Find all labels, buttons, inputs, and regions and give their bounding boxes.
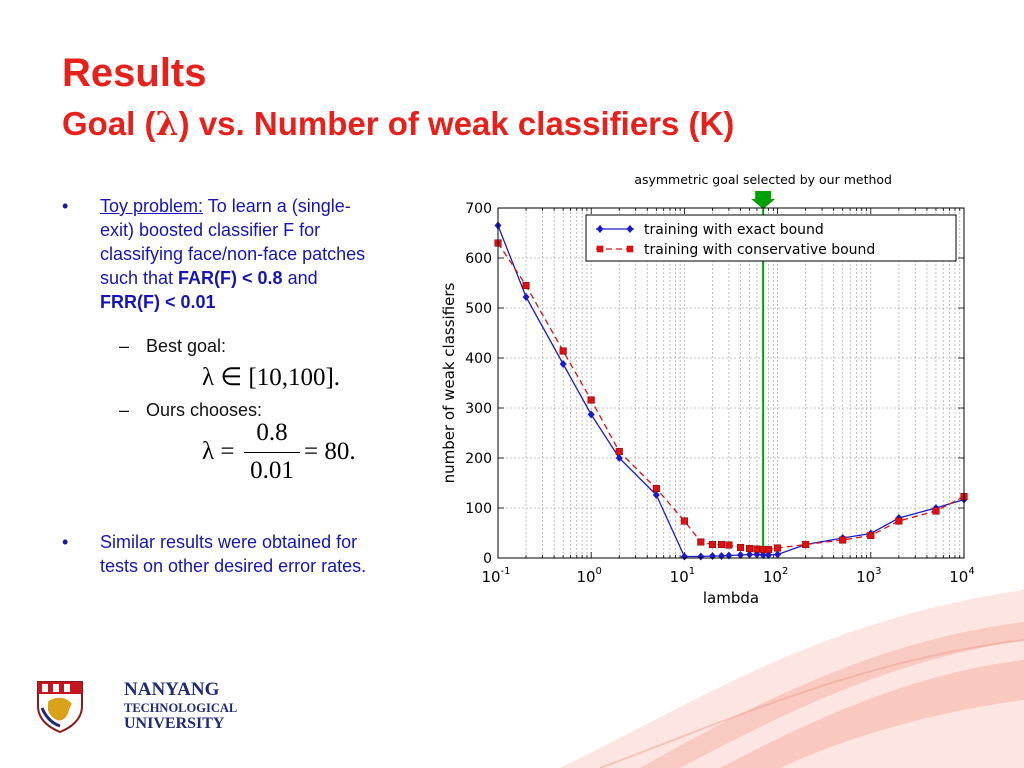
data-point-conservative-bound: [932, 507, 940, 515]
legend-marker: [626, 225, 634, 233]
legend-marker: [626, 245, 634, 253]
data-point-exact-bound: [737, 551, 745, 559]
data-point-conservative-bound: [559, 347, 567, 355]
data-point-conservative-bound: [745, 544, 754, 553]
sub-bullet-marker: –: [119, 400, 130, 420]
x-tick-label: 102: [763, 566, 788, 586]
y-tick-label: 600: [465, 251, 492, 267]
data-point-exact-bound: [652, 491, 660, 499]
data-point-conservative-bound: [680, 517, 688, 525]
data-point-conservative-bound: [522, 281, 530, 290]
equation-lhs: λ =: [202, 438, 235, 465]
y-tick-label: 400: [465, 351, 492, 367]
best-goal-equation: λ ∈ [10,100].: [202, 364, 341, 391]
bullet-marker: •: [62, 196, 69, 216]
logo-line-university: UNIVERSITY: [124, 715, 225, 732]
data-point-conservative-bound: [725, 541, 733, 549]
fraction-denominator: 0.01: [250, 457, 294, 484]
logo-line-technological: TECHNOLOGICAL: [124, 701, 238, 715]
data-point-conservative-bound: [765, 545, 773, 554]
x-tick-label: 100: [576, 566, 601, 586]
data-point-conservative-bound: [736, 543, 745, 552]
data-point-conservative-bound: [708, 540, 717, 549]
bullet1-line2: exit) boosted classifier F for: [100, 220, 321, 240]
legend-marker: [596, 245, 604, 253]
far-condition: FAR(F) < 0.8: [178, 268, 283, 288]
x-axis-label: lambda: [703, 589, 759, 607]
data-point-conservative-bound: [895, 517, 903, 525]
data-point-conservative-bound: [697, 538, 705, 546]
plot-area: [498, 208, 964, 558]
fraction-bar: [244, 452, 300, 453]
x-tick-label: 10-1: [481, 566, 510, 586]
bullet2-line1: Similar results were obtained for: [100, 532, 358, 552]
data-point-exact-bound: [774, 550, 782, 559]
best-goal-label: Best goal:: [146, 336, 227, 356]
slide-title: Results: [62, 51, 207, 95]
data-point-conservative-bound: [867, 531, 875, 540]
y-tick-label: 100: [465, 501, 492, 517]
bullet1-line4-post: and: [282, 268, 318, 288]
logo-line-nanyang: NANYANG: [124, 679, 220, 700]
bullet-toy-problem: Toy problem: To learn a (single- exit) b…: [100, 194, 440, 314]
y-tick-label: 700: [465, 201, 492, 217]
legend-entry: training with conservative bound: [644, 242, 875, 258]
bullet1-line5: FRR(F) < 0.01: [100, 290, 440, 314]
x-tick-label: 101: [670, 566, 695, 586]
bullet-marker: •: [62, 532, 69, 552]
bullet1-line3: classifying face/non-face patches: [100, 244, 366, 264]
subtitle-suffix: ) vs. Number of weak classifiers (K): [178, 105, 735, 142]
data-point-conservative-bound: [802, 540, 810, 549]
y-tick-label: 0: [483, 551, 492, 567]
data-point-conservative-bound: [753, 545, 761, 553]
data-point-exact-bound: [559, 360, 567, 368]
toy-problem-label: Toy problem:: [100, 196, 204, 216]
selected-goal-arrow-icon: [751, 191, 776, 209]
y-tick-label: 500: [465, 301, 492, 317]
data-point-exact-bound: [587, 410, 595, 419]
sub-bullet-marker: –: [119, 336, 130, 356]
legend-marker: [596, 225, 604, 233]
x-tick-label: 103: [856, 566, 881, 586]
data-point-conservative-bound: [652, 484, 660, 493]
bullet1-line1: Toy problem: To learn a (single-: [100, 194, 440, 218]
data-point-exact-bound: [746, 550, 754, 559]
bullet2-line2: tests on other desired error rates.: [100, 556, 367, 576]
legend-entry: training with exact bound: [644, 222, 824, 238]
ntu-logo: NANYANG TECHNOLOGICAL UNIVERSITY: [34, 678, 238, 738]
fraction-numerator: 0.8: [256, 419, 288, 446]
chart-annotation: asymmetric goal selected by our method: [634, 172, 892, 187]
data-point-conservative-bound: [839, 536, 847, 544]
data-point-conservative-bound: [615, 447, 623, 456]
bullet1-line1-text: To learn a (single-: [203, 196, 351, 216]
slide-subtitle: Goal (λ) vs. Number of weak classifiers …: [62, 104, 734, 144]
subtitle-prefix: Goal (: [62, 105, 156, 142]
weak-classifiers-chart: 0 100 200 300 400 500 600 700 10-1 100 101 102 103 10…: [440, 172, 975, 607]
legend-box: [585, 214, 957, 262]
x-tick-label: 104: [949, 566, 974, 586]
ntu-crest-icon: [37, 681, 83, 734]
subtitle-lambda-symbol: λ: [155, 104, 179, 143]
plot-frame: [497, 207, 965, 559]
bullet1-line4-pre: such that: [100, 268, 179, 288]
data-point-conservative-bound: [587, 396, 595, 404]
bullet1-line4: such that FAR(F) < 0.8 and: [100, 266, 440, 290]
data-point-conservative-bound: [774, 544, 782, 552]
data-point-exact-bound: [522, 293, 530, 301]
y-tick-label: 300: [465, 401, 492, 417]
bullet-similar-results: Similar results were obtained for tests …: [100, 530, 445, 578]
frr-condition: FRR(F) < 0.01: [100, 292, 216, 312]
data-point-conservative-bound: [717, 540, 726, 549]
y-axis-label: number of weak classifiers: [440, 282, 458, 483]
y-tick-label: 200: [465, 451, 492, 467]
ours-chooses-label: Ours chooses:: [146, 400, 263, 420]
data-point-exact-bound: [615, 454, 623, 462]
equation-rhs: = 80.: [304, 438, 356, 465]
